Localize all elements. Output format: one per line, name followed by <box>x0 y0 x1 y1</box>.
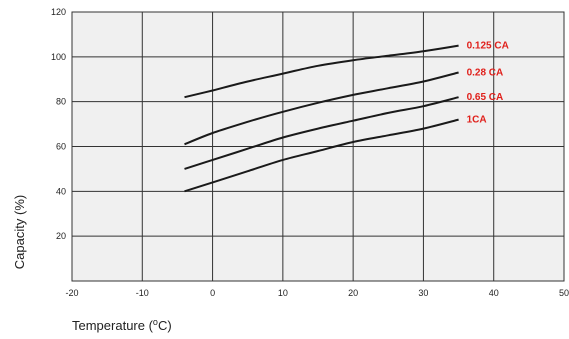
y-tick-label: 80 <box>56 97 66 107</box>
y-tick-label: 20 <box>56 231 66 241</box>
x-axis-title-superscript: o <box>153 317 158 327</box>
y-tick-label: 40 <box>56 186 66 196</box>
x-tick-label: 10 <box>278 288 288 298</box>
series-label: 0.65 CA <box>467 92 504 103</box>
y-tick-label: 100 <box>51 52 66 62</box>
series-label: 1CA <box>467 115 487 126</box>
y-tick-label: 60 <box>56 142 66 152</box>
series-line <box>184 71 459 146</box>
x-axis-title: Temperature (oC) <box>72 317 172 333</box>
series-line <box>184 96 459 170</box>
x-tick-label: 30 <box>418 288 428 298</box>
y-axis-title: Capacity (%) <box>12 195 27 269</box>
x-tick-label: 20 <box>348 288 358 298</box>
series-label: 0.28 CA <box>467 68 504 79</box>
x-tick-label: -20 <box>65 288 78 298</box>
x-tick-label: -10 <box>136 288 149 298</box>
x-tick-label: 50 <box>559 288 569 298</box>
series-line <box>184 118 459 193</box>
series-label: 0.125 CA <box>467 41 509 52</box>
x-axis-title-unit: C) <box>158 318 172 333</box>
x-tick-label: 0 <box>210 288 215 298</box>
x-axis-title-main: Temperature ( <box>72 318 154 333</box>
series-line <box>184 44 459 99</box>
x-tick-label: 40 <box>489 288 499 298</box>
y-tick-label: 120 <box>51 7 66 17</box>
